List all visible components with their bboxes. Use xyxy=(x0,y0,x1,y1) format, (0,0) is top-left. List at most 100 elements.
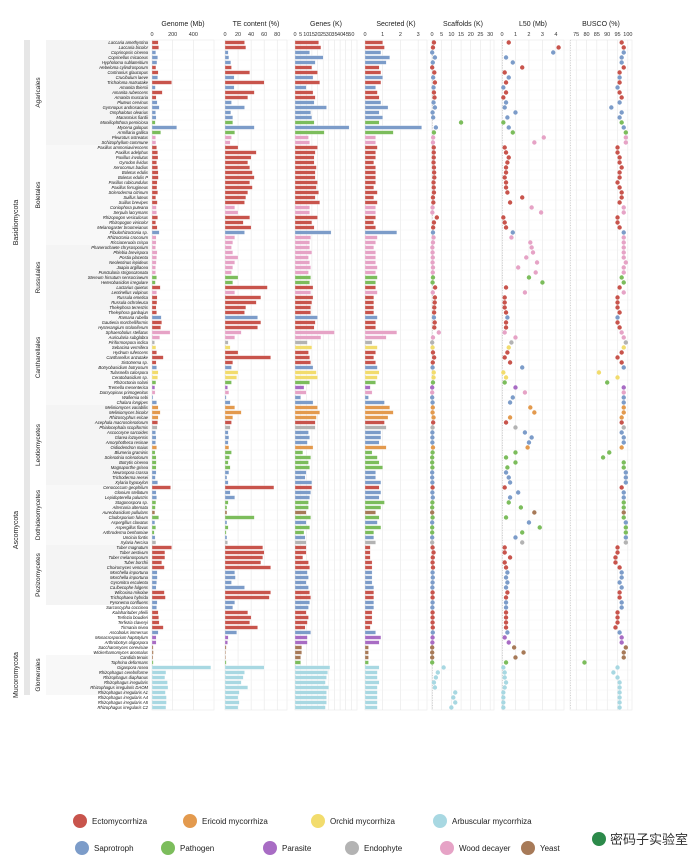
point-l50 xyxy=(505,590,510,595)
bar-te xyxy=(224,85,235,90)
bar-te xyxy=(224,330,242,335)
bar-genome xyxy=(151,375,158,380)
bar-genome xyxy=(151,440,156,445)
bar-genes xyxy=(294,200,320,205)
point-l50 xyxy=(503,100,509,105)
point-l50 xyxy=(529,435,534,440)
point-busco xyxy=(617,170,622,175)
point-l50 xyxy=(503,325,509,330)
species-label: Tuber magnatum xyxy=(116,545,148,550)
point-scaffolds xyxy=(430,140,436,145)
point-l50 xyxy=(513,535,518,540)
tick-label-genes-9: 45 xyxy=(343,32,349,38)
species-label: Meliniomyces bicolor xyxy=(109,410,148,415)
bar-secreted xyxy=(364,70,382,75)
legend-label: Endophyte xyxy=(364,844,403,853)
bar-te xyxy=(224,570,235,575)
point-busco xyxy=(621,240,626,245)
bar-te xyxy=(224,180,250,185)
bar-te xyxy=(224,325,258,330)
bar-genome xyxy=(151,520,156,525)
bar-te xyxy=(224,470,230,475)
bar-genes xyxy=(294,580,307,585)
bar-secreted xyxy=(364,550,371,555)
bar-secreted xyxy=(364,265,378,270)
bar-secreted xyxy=(364,425,387,430)
point-scaffolds xyxy=(433,675,439,680)
bar-secreted xyxy=(364,615,373,620)
legend-label: Arbuscular mycorrhiza xyxy=(452,817,532,826)
species-label: Cladosporium fulvum xyxy=(109,515,149,520)
species-label: Coniophora puteana xyxy=(110,205,149,210)
bar-te xyxy=(224,515,255,520)
bar-te xyxy=(224,160,248,165)
bar-genes xyxy=(294,545,307,550)
point-busco xyxy=(623,530,628,535)
bar-secreted xyxy=(364,480,382,485)
bar-secreted xyxy=(364,605,375,610)
bar-genes xyxy=(294,125,350,130)
point-scaffolds xyxy=(431,150,436,155)
species-label: Schizophyllum commune xyxy=(101,140,148,145)
bar-genes xyxy=(294,620,308,625)
species-label: Gyrodon lividus xyxy=(119,160,149,165)
bar-te xyxy=(224,430,229,435)
point-scaffolds xyxy=(430,335,436,340)
point-l50 xyxy=(503,600,509,605)
point-scaffolds xyxy=(430,360,435,365)
tick-label-genes-4: 20 xyxy=(314,32,320,38)
bar-secreted xyxy=(364,495,380,500)
species-label: Suillus brevipes xyxy=(119,200,149,205)
bar-genome xyxy=(151,190,158,195)
point-busco xyxy=(621,45,626,50)
bar-secreted xyxy=(364,240,376,245)
tick-label-busco-5: 100 xyxy=(623,32,632,38)
species-label: Ceratobasidium sp. xyxy=(112,375,148,380)
order-label: Leotiomycetes xyxy=(35,423,42,466)
bar-genes xyxy=(294,635,308,640)
tick-label-genes-2: 10 xyxy=(303,32,309,38)
species-label: Magnaporthe grisea xyxy=(111,465,149,470)
species-label: Botrytis cinerea xyxy=(119,460,149,465)
bar-secreted xyxy=(364,50,382,55)
point-l50 xyxy=(505,630,510,635)
point-l50 xyxy=(503,515,509,520)
bar-te xyxy=(224,335,235,340)
bar-secreted xyxy=(364,135,376,140)
bar-genome xyxy=(151,255,157,260)
species-label: Saccharomyces cerevisiae xyxy=(98,645,148,650)
bar-te xyxy=(224,700,240,705)
point-l50 xyxy=(503,605,509,610)
point-busco xyxy=(623,135,628,140)
bar-genes xyxy=(294,115,313,120)
bar-te xyxy=(224,615,252,620)
point-scaffolds xyxy=(431,100,436,105)
point-scaffolds xyxy=(430,75,436,80)
bar-genome xyxy=(151,195,156,200)
point-l50 xyxy=(502,550,507,555)
bar-genome xyxy=(151,110,156,115)
bar-secreted xyxy=(364,80,382,85)
legend-marker xyxy=(75,841,89,855)
bar-genes xyxy=(294,690,327,695)
species-label: Ricciaceruola crispa xyxy=(111,240,149,245)
bar-secreted xyxy=(364,440,380,445)
bar-te xyxy=(224,495,235,500)
bar-genes xyxy=(294,295,314,300)
bar-te xyxy=(224,75,235,80)
point-scaffolds xyxy=(430,600,435,605)
point-scaffolds xyxy=(430,400,435,405)
bar-secreted xyxy=(364,255,376,260)
bar-te xyxy=(224,305,247,310)
bar-te xyxy=(224,675,244,680)
species-label: Hebeloma cylindrosporum xyxy=(99,65,148,70)
bar-te xyxy=(224,400,231,405)
point-scaffolds xyxy=(430,450,435,455)
bar-secreted xyxy=(364,230,398,235)
point-l50 xyxy=(502,70,507,75)
bar-genes xyxy=(294,375,318,380)
point-busco xyxy=(623,480,628,485)
bar-secreted xyxy=(364,140,376,145)
bar-genes xyxy=(294,670,328,675)
bar-genome xyxy=(151,305,157,310)
